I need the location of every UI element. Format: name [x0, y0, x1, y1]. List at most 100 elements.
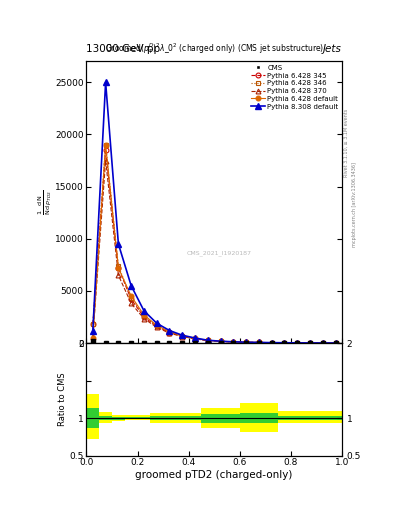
CMS: [244, 340, 248, 346]
Pythia 6.428 370: [167, 330, 172, 336]
Pythia 6.428 345: [154, 323, 159, 329]
Pythia 6.428 default: [333, 340, 338, 346]
CMS: [193, 340, 197, 346]
Pythia 6.428 370: [269, 339, 274, 346]
Legend: CMS, Pythia 6.428 345, Pythia 6.428 346, Pythia 6.428 370, Pythia 6.428 default,: CMS, Pythia 6.428 345, Pythia 6.428 346,…: [249, 63, 340, 111]
Pythia 8.308 default: [218, 338, 223, 344]
Pythia 6.428 default: [244, 339, 248, 345]
CMS: [257, 340, 261, 346]
Pythia 6.428 346: [320, 340, 325, 346]
Pythia 6.428 345: [141, 314, 146, 320]
Pythia 6.428 370: [116, 272, 121, 279]
Pythia 6.428 345: [129, 296, 134, 302]
Pythia 8.308 default: [141, 308, 146, 314]
Pythia 6.428 default: [308, 340, 312, 346]
Pythia 6.428 345: [167, 330, 172, 336]
Pythia 6.428 370: [333, 340, 338, 346]
Pythia 6.428 370: [129, 301, 134, 307]
Line: CMS: CMS: [90, 339, 338, 346]
Pythia 6.428 370: [308, 340, 312, 346]
Pythia 6.428 346: [218, 338, 223, 345]
Pythia 6.428 370: [295, 340, 299, 346]
Pythia 6.428 346: [154, 323, 159, 329]
Pythia 8.308 default: [116, 241, 121, 247]
Pythia 8.308 default: [167, 328, 172, 334]
Pythia 6.428 346: [333, 340, 338, 346]
Pythia 6.428 370: [154, 324, 159, 330]
Pythia 6.428 370: [244, 339, 248, 346]
Pythia 6.428 345: [320, 340, 325, 346]
Pythia 6.428 346: [295, 340, 299, 346]
Pythia 6.428 default: [103, 142, 108, 148]
Pythia 6.428 370: [103, 158, 108, 164]
Pythia 8.308 default: [90, 328, 95, 334]
Pythia 6.428 346: [103, 142, 108, 148]
CMS: [90, 338, 95, 345]
Pythia 6.428 346: [269, 339, 274, 346]
Pythia 6.428 346: [257, 339, 261, 346]
Pythia 8.308 default: [231, 339, 236, 345]
CMS: [103, 340, 108, 346]
Pythia 6.428 345: [180, 333, 185, 339]
Pythia 6.428 346: [308, 340, 312, 346]
CMS: [218, 340, 223, 346]
CMS: [308, 340, 312, 346]
Pythia 6.428 default: [129, 293, 134, 299]
Text: Rivet 3.1.10, ≥ 3.1M events: Rivet 3.1.10, ≥ 3.1M events: [344, 109, 349, 178]
Pythia 8.308 default: [257, 339, 261, 346]
Pythia 6.428 default: [282, 339, 287, 346]
Pythia 6.428 345: [295, 340, 299, 346]
Line: Pythia 8.308 default: Pythia 8.308 default: [90, 79, 339, 346]
Pythia 6.428 346: [167, 329, 172, 335]
X-axis label: groomed pTD2 (charged-only): groomed pTD2 (charged-only): [136, 470, 293, 480]
Pythia 6.428 345: [282, 339, 287, 346]
Line: Pythia 6.428 346: Pythia 6.428 346: [90, 142, 338, 346]
Pythia 6.428 346: [231, 339, 236, 345]
Pythia 6.428 default: [141, 312, 146, 318]
Pythia 6.428 346: [141, 313, 146, 319]
Pythia 8.308 default: [193, 335, 197, 341]
Pythia 6.428 345: [308, 340, 312, 346]
Y-axis label: Ratio to CMS: Ratio to CMS: [57, 373, 66, 426]
Pythia 8.308 default: [206, 337, 210, 344]
CMS: [269, 340, 274, 346]
CMS: [154, 340, 159, 346]
Pythia 6.428 default: [193, 335, 197, 342]
Pythia 6.428 346: [206, 337, 210, 344]
Pythia 6.428 345: [90, 321, 95, 327]
CMS: [116, 340, 121, 346]
Pythia 6.428 345: [244, 339, 248, 345]
Pythia 6.428 346: [193, 335, 197, 342]
Text: Jets: Jets: [323, 44, 342, 54]
Pythia 6.428 345: [333, 340, 338, 346]
Pythia 6.428 default: [257, 339, 261, 346]
Pythia 6.428 default: [295, 340, 299, 346]
Pythia 6.428 370: [231, 339, 236, 345]
Line: Pythia 6.428 370: Pythia 6.428 370: [90, 158, 338, 346]
Pythia 6.428 370: [141, 315, 146, 322]
CMS: [333, 340, 338, 346]
Pythia 6.428 346: [282, 339, 287, 346]
Pythia 8.308 default: [295, 340, 299, 346]
Y-axis label: $\frac{1}{\mathrm{N}} \frac{\mathrm{d}\,\mathrm{N}}{\mathrm{d}\,p_{TD2}}$: $\frac{1}{\mathrm{N}} \frac{\mathrm{d}\,…: [36, 189, 53, 215]
Pythia 6.428 default: [269, 339, 274, 346]
Text: 13000 GeV pp: 13000 GeV pp: [86, 44, 161, 54]
Pythia 6.428 345: [116, 265, 121, 271]
CMS: [282, 340, 287, 346]
Pythia 8.308 default: [320, 340, 325, 346]
Pythia 6.428 370: [193, 336, 197, 342]
Pythia 6.428 default: [116, 265, 121, 271]
Pythia 6.428 345: [103, 147, 108, 153]
Pythia 6.428 370: [180, 333, 185, 339]
CMS: [231, 340, 236, 346]
Pythia 8.308 default: [129, 283, 134, 289]
Pythia 6.428 345: [269, 339, 274, 346]
Pythia 6.428 default: [167, 329, 172, 335]
Pythia 8.308 default: [180, 332, 185, 338]
Pythia 6.428 345: [218, 338, 223, 345]
Pythia 6.428 345: [231, 339, 236, 345]
CMS: [141, 340, 146, 346]
Pythia 8.308 default: [308, 340, 312, 346]
Pythia 6.428 370: [257, 339, 261, 346]
Pythia 6.428 370: [282, 340, 287, 346]
